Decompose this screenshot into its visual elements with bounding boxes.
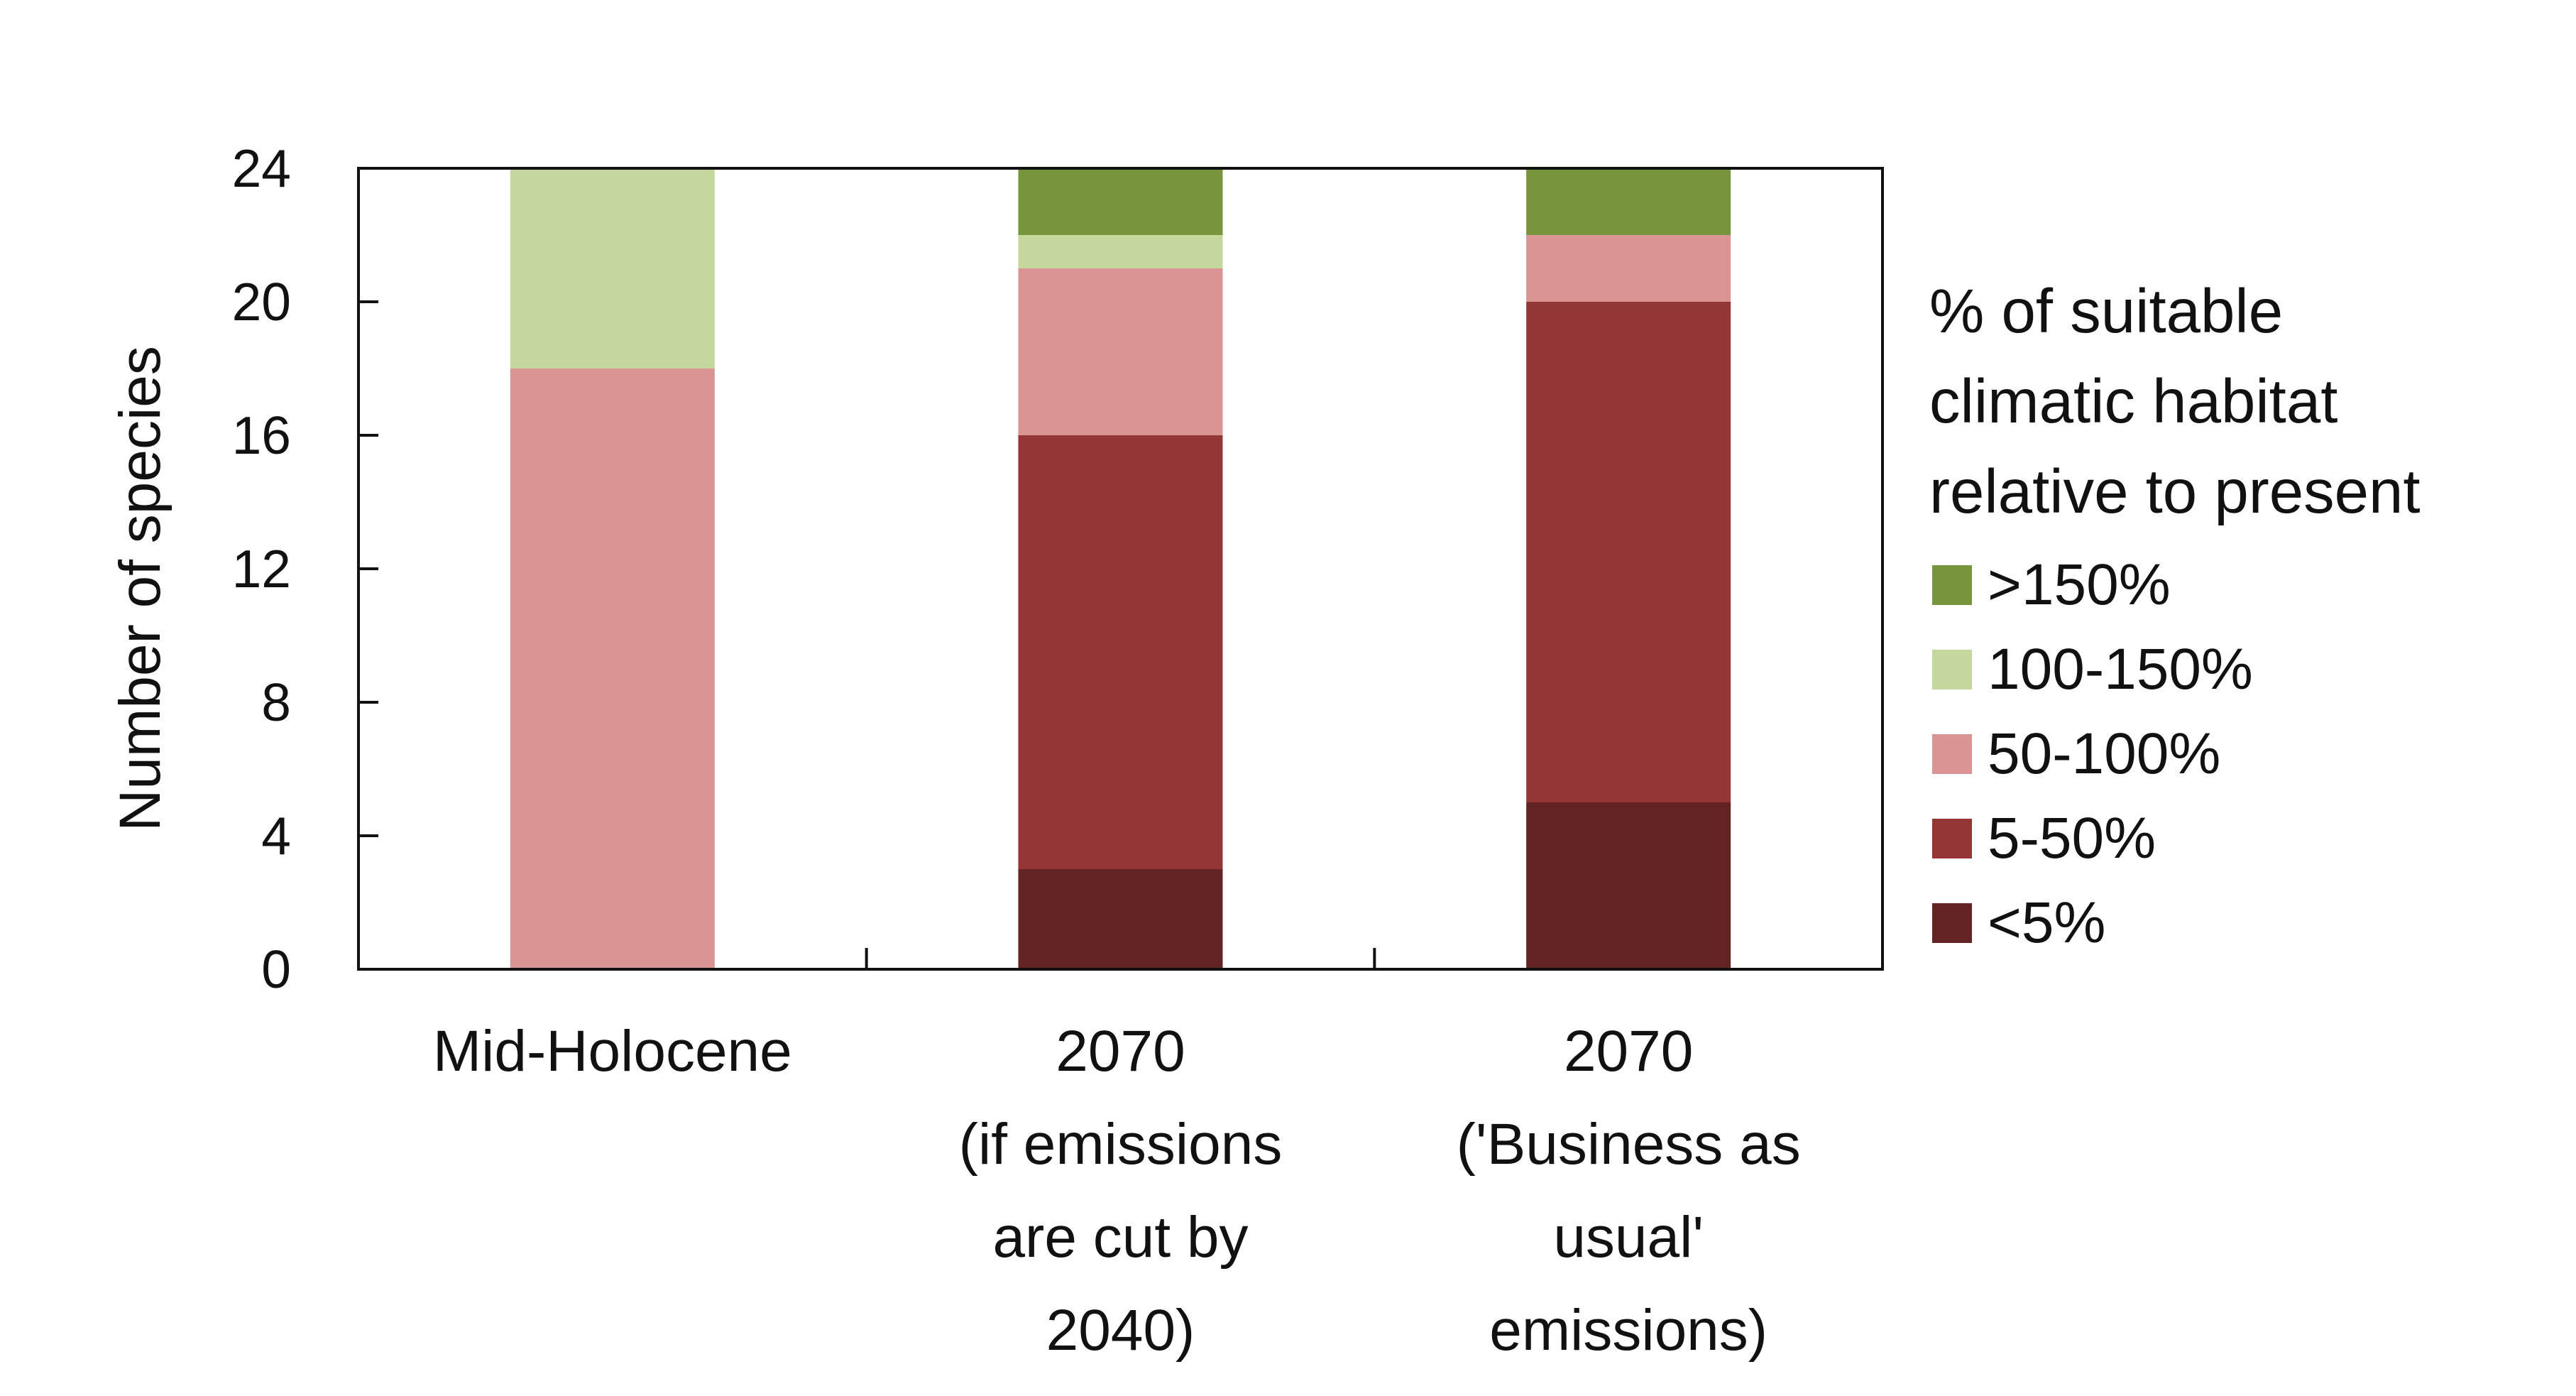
y-tick-label: 0 [261,939,291,999]
legend-label: 100-150% [1988,637,2253,702]
legend-swatch [1932,819,1972,858]
legend-label: >150% [1988,552,2171,617]
legend-label: 5-50% [1988,806,2156,871]
y-tick-label: 8 [261,672,291,732]
x-category-label: ('Business as [1457,1112,1801,1177]
y-axis-label: Number of species [108,346,172,831]
bar-segment [1018,168,1223,235]
bars-layer [510,168,1731,969]
legend-label: <5% [1988,890,2105,955]
legend-swatch [1932,903,1972,943]
axes: 0 4 8 12 16 20 24 Mid-Holocene 2070 (if emissions… [232,138,1801,1363]
bar-segment [1526,802,1731,969]
y-tick-label: 12 [232,539,291,599]
legend-label: 50-100% [1988,721,2220,786]
x-category-label: emissions) [1489,1298,1767,1363]
x-category-label: Mid-Holocene [433,1019,792,1084]
bar-segment [1018,268,1223,435]
bar-segment [510,369,715,969]
bar-segment [510,168,715,369]
x-category-label: are cut by [992,1205,1248,1270]
x-category-label: 2040) [1046,1298,1195,1363]
bar-segment [1018,435,1223,869]
x-category-label: (if emissions [959,1112,1283,1177]
legend-swatch [1932,565,1972,605]
y-tick-label: 20 [232,272,291,332]
y-tick-label: 4 [261,806,291,866]
bar-segment [1526,302,1731,802]
legend: % of suitable climatic habitat relative to… [1929,277,2421,955]
bar-segment [1526,235,1731,302]
y-tick-label: 16 [232,405,291,465]
x-category-label: 2070 [1564,1019,1693,1084]
legend-title: % of suitable [1929,277,2283,346]
y-tick-label: 24 [232,138,291,198]
legend-swatch [1932,650,1972,689]
bar-segment [1018,235,1223,268]
legend-title: relative to present [1929,457,2421,526]
legend-swatch [1932,734,1972,774]
x-category-label: usual' [1553,1205,1704,1270]
bar-segment [1018,869,1223,969]
x-category-label: 2070 [1056,1019,1185,1084]
bar-segment [1526,168,1731,235]
legend-title: climatic habitat [1929,367,2337,436]
